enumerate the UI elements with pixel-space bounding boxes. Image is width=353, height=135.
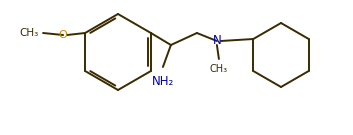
Text: NH₂: NH₂ <box>152 75 174 88</box>
Text: CH₃: CH₃ <box>210 64 228 74</box>
Text: O: O <box>59 30 67 40</box>
Text: CH₃: CH₃ <box>20 28 39 38</box>
Text: N: N <box>213 35 221 48</box>
